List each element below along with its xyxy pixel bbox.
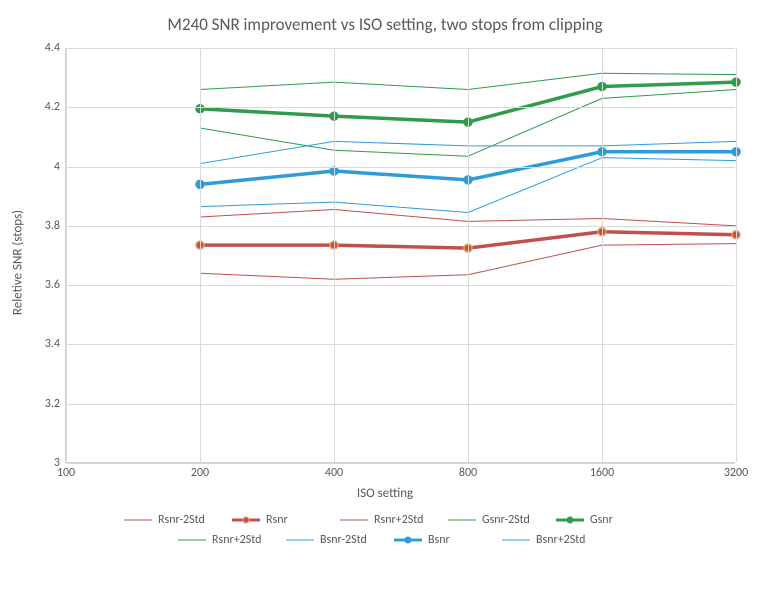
legend-label: Gsnr bbox=[590, 513, 613, 527]
legend-swatch bbox=[448, 513, 476, 527]
gridline-v bbox=[468, 48, 469, 462]
legend-item-Bsnr+2Std: Bsnr+2Std bbox=[502, 533, 592, 547]
gridline-v bbox=[66, 48, 67, 462]
legend-label: Bsnr bbox=[428, 533, 450, 547]
y-tick-label: 3.8 bbox=[45, 219, 66, 233]
legend-label: Bsnr+2Std bbox=[536, 533, 585, 547]
x-tick-label: 100 bbox=[57, 462, 75, 480]
gridline-h bbox=[66, 48, 735, 49]
gridline-v bbox=[200, 48, 201, 462]
x-tick-label: 400 bbox=[325, 462, 343, 480]
legend-label: Rsnr+2Std bbox=[212, 533, 261, 547]
legend-swatch bbox=[286, 533, 314, 547]
legend-swatch bbox=[340, 513, 368, 527]
legend-item-Bsnr: Bsnr bbox=[394, 533, 484, 547]
legend-item-Bsnr-2Std: Bsnr-2Std bbox=[286, 533, 376, 547]
gridline-h bbox=[66, 463, 735, 464]
legend-item-Rsnr+2Std: Rsnr+2Std bbox=[340, 513, 430, 527]
x-tick-label: 1600 bbox=[590, 462, 614, 480]
legend-swatch bbox=[178, 533, 206, 547]
legend-label: Rsnr bbox=[266, 513, 288, 527]
x-tick-label: 800 bbox=[459, 462, 477, 480]
legend-item-Gsnr: Gsnr bbox=[556, 513, 646, 527]
legend: Rsnr-2Std Rsnr Rsnr+2Std Gsnr-2Std Gsnr Rsnr+… bbox=[90, 513, 680, 547]
legend-label: Rsnr-2Std bbox=[158, 513, 205, 527]
legend-item-Rsnr: Rsnr bbox=[232, 513, 322, 527]
gridline-h bbox=[66, 107, 735, 108]
y-tick-label: 4 bbox=[54, 160, 66, 174]
legend-swatch bbox=[232, 513, 260, 527]
y-tick-label: 3.2 bbox=[45, 397, 66, 411]
x-tick-label: 200 bbox=[191, 462, 209, 480]
y-tick-label: 4.4 bbox=[45, 41, 66, 55]
gridline-h bbox=[66, 404, 735, 405]
gridline-v bbox=[602, 48, 603, 462]
legend-swatch bbox=[502, 533, 530, 547]
legend-swatch bbox=[556, 513, 584, 527]
chart-container: M240 SNR improvement vs ISO setting, two… bbox=[0, 0, 770, 591]
gridline-h bbox=[66, 285, 735, 286]
gridline-h bbox=[66, 344, 735, 345]
y-tick-label: 3.4 bbox=[45, 337, 66, 351]
legend-swatch bbox=[394, 533, 422, 547]
legend-swatch bbox=[124, 513, 152, 527]
x-tick-label: 3200 bbox=[724, 462, 748, 480]
legend-label: Bsnr-2Std bbox=[320, 533, 367, 547]
legend-item-Gsnr-2Std: Gsnr-2Std bbox=[448, 513, 538, 527]
x-axis-title: ISO setting bbox=[357, 486, 413, 501]
chart-title: M240 SNR improvement vs ISO setting, two… bbox=[167, 14, 602, 35]
y-tick-label: 3.6 bbox=[45, 278, 66, 292]
chart-lines bbox=[66, 48, 736, 463]
legend-item-Gsnr+2Stdb: Rsnr+2Std bbox=[178, 533, 268, 547]
legend-label: Rsnr+2Std bbox=[374, 513, 423, 527]
gridline-v bbox=[334, 48, 335, 462]
plot-area: 33.23.43.63.844.24.410020040080016003200 bbox=[65, 48, 735, 463]
legend-item-Rsnr-2Std: Rsnr-2Std bbox=[124, 513, 214, 527]
y-tick-label: 4.2 bbox=[45, 100, 66, 114]
gridline-v bbox=[736, 48, 737, 462]
gridline-h bbox=[66, 226, 735, 227]
y-axis-title: Reletive SNR (stops) bbox=[11, 210, 26, 315]
legend-label: Gsnr-2Std bbox=[482, 513, 530, 527]
gridline-h bbox=[66, 167, 735, 168]
